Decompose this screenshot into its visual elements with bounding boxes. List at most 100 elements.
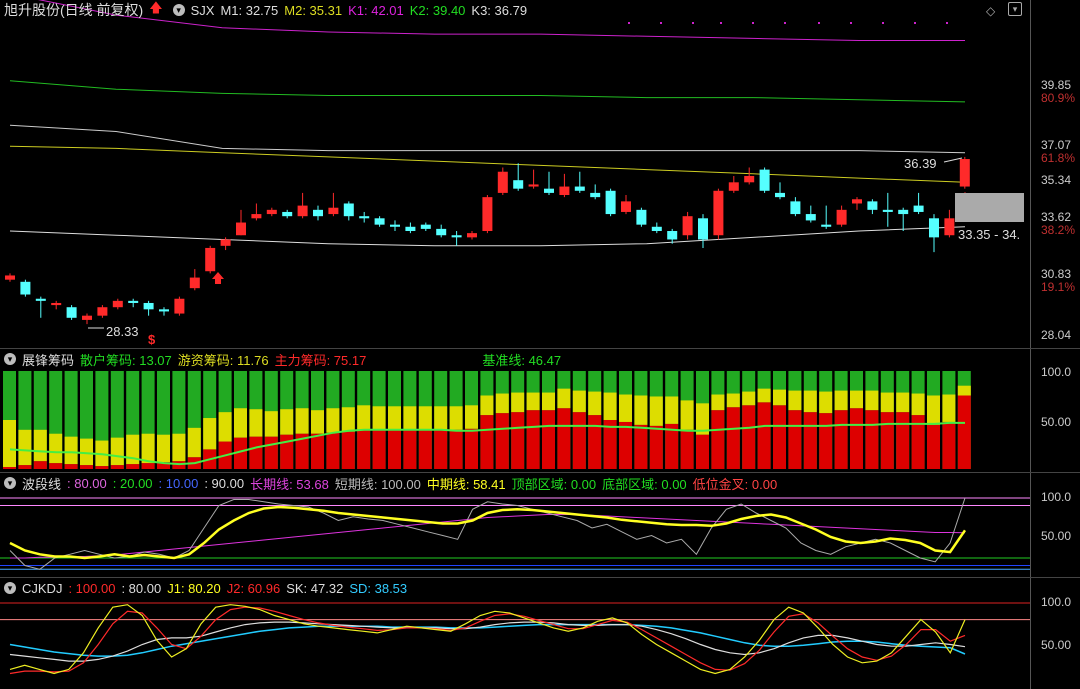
chip-red-bar: [3, 467, 16, 469]
candle: [867, 201, 878, 210]
collapse-icon[interactable]: ▾: [172, 4, 185, 16]
wave-axis: 100.0 50.00: [1030, 473, 1080, 577]
candle: [698, 218, 708, 240]
chip-red-bar: [357, 429, 371, 469]
price-panel-header: 旭升股份(日线 前复权) 🡅 ▾ SJX M1: 32.75 M2: 35.31…: [0, 0, 1080, 20]
signal-dot: [946, 22, 948, 24]
wave-collapse-icon[interactable]: ▾: [4, 477, 16, 489]
chip-red-bar: [603, 420, 617, 469]
signal-dot: [720, 22, 722, 24]
wave-v3: : 10.00: [158, 475, 199, 491]
wave-tick-50: 50.00: [1041, 529, 1072, 543]
indicator-name[interactable]: SJX: [190, 2, 215, 18]
chip-yellow-bar: [742, 391, 756, 406]
chip-axis: 100.0 50.00: [1030, 349, 1080, 472]
kdj-tick-50: 50.00: [1041, 638, 1072, 652]
m1-label: M1: 32.75: [220, 2, 279, 18]
candle: [159, 309, 169, 312]
price-chart[interactable]: [0, 0, 1030, 348]
candle: [143, 302, 154, 310]
kdj-collapse-icon[interactable]: ▾: [4, 582, 16, 594]
wave-v4: : 90.00: [204, 475, 245, 491]
kdj-sd-line: [9, 623, 966, 657]
annotation-high: 36.39: [904, 156, 937, 171]
kdj-panel[interactable]: ▾ CJKDJ : 100.00 : 80.00 J1: 80.20 J2: 6…: [0, 578, 1080, 689]
chip-red-bar: [141, 463, 155, 469]
chip-yellow-bar: [449, 406, 463, 430]
candle: [852, 199, 862, 204]
price-pct-tick: 80.9%: [1041, 91, 1076, 105]
expand-icon[interactable]: ▾: [1008, 2, 1022, 16]
chip-title[interactable]: 展锋筹码: [22, 352, 75, 368]
price-panel[interactable]: 旭升股份(日线 前复权) 🡅 ▾ SJX M1: 32.75 M2: 35.31…: [0, 0, 1080, 348]
chip-yellow-bar: [696, 403, 709, 435]
chip-red-bar: [526, 410, 540, 469]
chip-yellow-bar: [665, 396, 679, 424]
chip-yellow-bar: [788, 390, 802, 411]
kdj-v2: : 80.00: [121, 580, 162, 596]
candle: [51, 302, 62, 306]
kdj-j1-line: [9, 604, 966, 675]
kdj-chart[interactable]: [0, 578, 1030, 689]
wave-title[interactable]: 波段线: [22, 476, 62, 492]
price-pct-tick: 61.8%: [1041, 151, 1076, 165]
kdj-title[interactable]: CJKDJ: [22, 580, 63, 596]
signal-dot: [660, 22, 662, 24]
chip-red-bar: [95, 466, 109, 469]
chip-red-bar: [588, 415, 602, 469]
wave-mid-line: [9, 505, 967, 560]
price-tick: 37.07: [1041, 138, 1072, 152]
chip-red-bar: [834, 410, 848, 469]
candle: [929, 218, 939, 238]
chip-red-bar: [957, 395, 971, 469]
chip-yellow-bar: [511, 392, 525, 413]
candle: [574, 186, 585, 191]
chip-yellow-bar: [819, 391, 833, 414]
candle: [297, 205, 308, 217]
stock-title[interactable]: 旭升股份(日线 前复权): [4, 2, 144, 18]
chip-red-bar: [18, 465, 32, 469]
chip-yellow-bar: [218, 412, 232, 442]
signal-dot: [692, 22, 694, 24]
candle: [266, 209, 277, 215]
diamond-icon[interactable]: ◇: [986, 4, 996, 18]
candle: [189, 277, 200, 289]
chip-yellow-bar: [18, 429, 32, 466]
chip-chart[interactable]: [0, 349, 1030, 472]
candle: [836, 209, 847, 225]
chip-red-bar: [64, 464, 78, 469]
candle: [544, 188, 554, 193]
chip-red-bar: [495, 413, 509, 469]
candle: [220, 239, 231, 246]
chip-red-bar: [865, 410, 879, 469]
chip-red-bar: [927, 424, 940, 469]
candle: [636, 209, 647, 225]
kdj-sk: SK: 47.32: [286, 580, 344, 596]
candle: [174, 298, 185, 314]
candle: [898, 209, 909, 215]
chip-yellow-bar: [172, 433, 186, 462]
candle: [959, 159, 970, 187]
chip-yellow-bar: [64, 436, 78, 465]
candle: [913, 205, 924, 212]
chip-red-bar: [388, 429, 401, 469]
chip-yellow-bar: [726, 393, 740, 408]
chip-red-bar: [757, 402, 771, 469]
chip-panel[interactable]: ▾ 展锋筹码 散户筹码: 13.07 游资筹码: 11.76 主力筹码: 75.…: [0, 349, 1080, 472]
chip-yellow-bar: [141, 433, 155, 464]
price-tick: 30.83: [1041, 267, 1072, 281]
chip-yellow-bar: [649, 396, 663, 426]
wave-top: 顶部区域: 0.00: [511, 476, 597, 492]
candle: [82, 315, 92, 320]
wave-panel[interactable]: ▾ 波段线 : 80.00 : 20.00 : 10.00 : 90.00 长期…: [0, 473, 1080, 577]
signal-dot: [850, 22, 852, 24]
chip-yellow-bar: [773, 389, 786, 406]
wave-chart[interactable]: [0, 473, 1030, 577]
chip-yellow-bar: [157, 434, 170, 463]
chip-yellow-bar: [403, 406, 417, 430]
chip-red-bar: [711, 410, 725, 469]
chip-red-bar: [80, 465, 93, 469]
chip-yellow-bar: [803, 390, 817, 413]
ma-green-line: [9, 80, 966, 103]
chip-collapse-icon[interactable]: ▾: [4, 353, 16, 365]
